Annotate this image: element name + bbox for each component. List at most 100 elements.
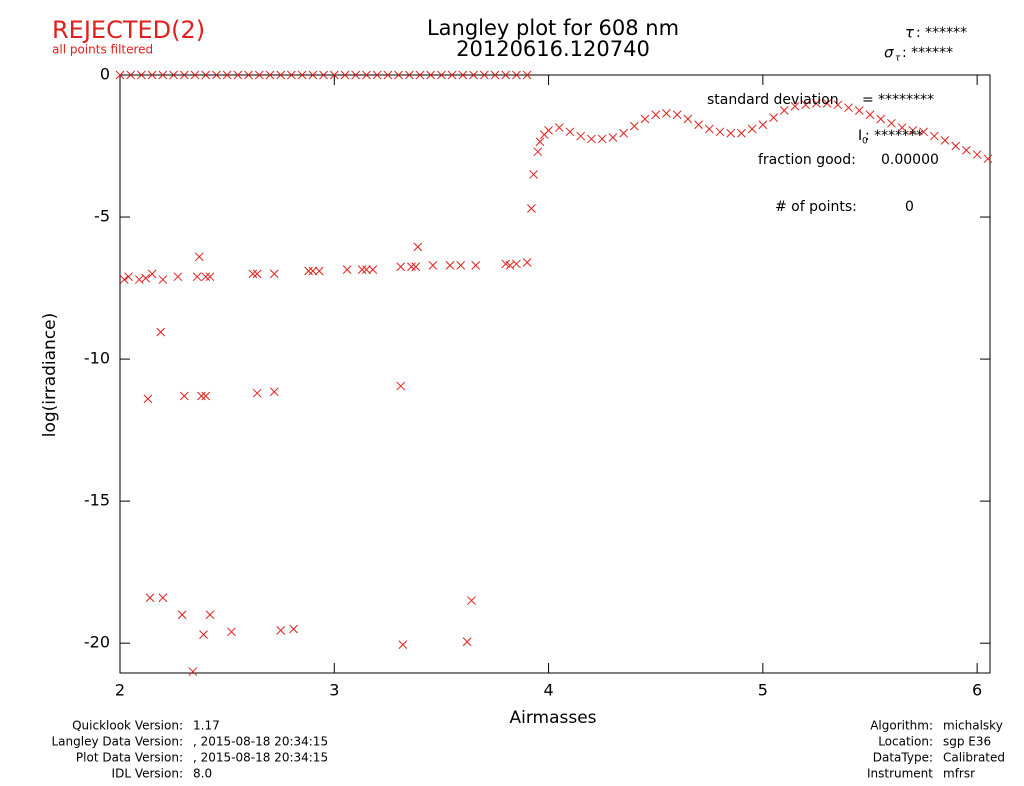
point [972,150,982,159]
point [833,100,843,110]
point [197,391,206,401]
tau-symbol: τ [905,24,915,42]
point [342,265,352,274]
point [115,70,125,80]
point [141,273,151,283]
footer-value: , 2015-08-18 20:34:15 [193,751,328,765]
footer-label: Instrument [867,767,933,781]
point [340,70,350,80]
annotation-label: # of points: [775,199,857,215]
status-note: all points filtered [52,43,153,57]
x-tick-label: 3 [329,681,339,700]
point [522,258,532,267]
point [362,265,371,274]
point [565,127,575,137]
point [179,70,189,80]
point [383,70,393,80]
point [308,266,318,276]
point [529,170,538,179]
y-tick-label: -10 [84,349,110,368]
point [426,70,436,80]
point [469,70,478,80]
annotation-sub: 0 [862,137,868,147]
point [801,100,811,110]
point [357,265,367,274]
point [897,123,907,132]
point [396,381,406,391]
point [145,593,155,603]
y-tick-label: 0 [100,65,110,84]
point [458,70,468,80]
point [576,131,586,141]
point [479,70,489,80]
tau-value: : ****** [916,25,967,41]
point [535,137,545,147]
point [962,145,971,155]
point [587,134,596,144]
point [467,596,476,605]
point [304,266,313,276]
point [411,262,421,272]
point [147,70,157,80]
footer-label: Algorithm: [870,719,933,733]
footer-value: Calibrated [943,751,1005,765]
point [929,131,939,141]
point [887,118,896,128]
point [158,275,168,284]
point [471,260,481,270]
point [865,110,875,120]
point [126,70,136,80]
annotation-value: : ******* [865,128,923,144]
point [522,70,532,80]
point [252,388,262,398]
point [212,70,221,80]
point [372,70,382,80]
plot-frame [119,74,991,674]
point [297,70,307,80]
footer-label: IDL Version: [112,767,183,781]
point [737,128,746,138]
y-tick-label: -15 [84,491,110,510]
point [919,127,928,137]
point [683,114,693,124]
point [908,126,918,135]
point [248,269,258,279]
point [190,70,200,80]
footer-value: , 2015-08-18 20:34:15 [193,735,328,749]
annotation-value: 0 [905,199,914,215]
annotation-value: = ******** [862,92,934,108]
point [854,106,864,115]
footer-label: Langley Data Version: [51,735,183,749]
point [413,242,423,252]
point [192,272,202,282]
footer-label: Quicklook Version: [72,719,183,733]
point [265,70,275,80]
x-tick-label: 5 [758,681,768,700]
point [396,262,406,272]
point [790,101,800,111]
sigma-sub: τ [895,54,901,64]
footer-value: michalsky [943,719,1003,733]
point [629,121,639,131]
point [812,99,821,108]
point [124,272,133,282]
point [319,70,328,80]
footer-label: Plot Data Version: [76,751,183,765]
point [199,630,208,640]
x-tick-label: 4 [543,681,553,700]
point [194,252,204,262]
point [188,667,198,676]
point [137,70,146,80]
y-tick-label: -20 [84,633,110,652]
point [269,269,279,279]
point [252,269,262,279]
point [512,70,521,80]
point [779,106,789,115]
point [362,70,371,80]
point [462,637,472,647]
point [179,391,189,401]
point [177,610,187,620]
annotation-label: I [858,128,862,144]
point [437,70,446,80]
footer-value: mfrsr [943,767,975,781]
